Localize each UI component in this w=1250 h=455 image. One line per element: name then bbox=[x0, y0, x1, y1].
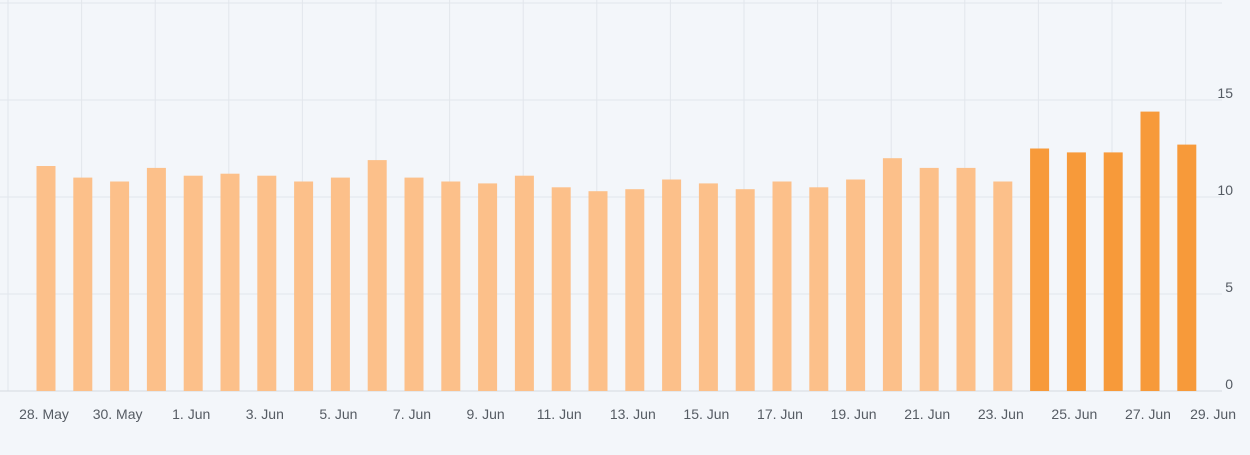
x-tick-label: 11. Jun bbox=[537, 406, 582, 422]
x-tick-label: 23. Jun bbox=[978, 406, 1024, 422]
bar-8-jun[interactable] bbox=[441, 181, 461, 392]
x-tick-label: 29. Jun bbox=[1190, 406, 1236, 422]
bar-19-jun[interactable] bbox=[846, 179, 866, 392]
x-tick-label: 3. Jun bbox=[246, 406, 284, 422]
bar-4-jun[interactable] bbox=[294, 181, 314, 392]
bar-22-jun[interactable] bbox=[956, 167, 976, 391]
bar-28-may[interactable] bbox=[36, 166, 56, 391]
bar-30-may[interactable] bbox=[110, 181, 130, 392]
x-tick-label: 21. Jun bbox=[904, 406, 950, 422]
bar-21-jun[interactable] bbox=[919, 167, 939, 391]
bar-5-jun[interactable] bbox=[330, 177, 350, 391]
bar-9-jun[interactable] bbox=[478, 183, 498, 391]
bar-13-jun[interactable] bbox=[625, 189, 645, 391]
x-tick-label: 30. May bbox=[93, 406, 143, 422]
bar-3-jun[interactable] bbox=[257, 175, 277, 391]
bar-26-jun[interactable] bbox=[1103, 152, 1123, 391]
x-tick-label: 25. Jun bbox=[1051, 406, 1097, 422]
x-tick-label: 7. Jun bbox=[393, 406, 431, 422]
x-tick-label: 9. Jun bbox=[467, 406, 505, 422]
bar-27-jun[interactable] bbox=[1140, 111, 1160, 391]
bar-1-jun[interactable] bbox=[183, 175, 203, 391]
bar-31-may[interactable] bbox=[146, 167, 166, 391]
bar-11-jun[interactable] bbox=[551, 187, 571, 391]
bar-17-jun[interactable] bbox=[772, 181, 792, 392]
x-tick-label: 15. Jun bbox=[683, 406, 729, 422]
bar-14-jun[interactable] bbox=[662, 179, 682, 392]
bar-24-jun[interactable] bbox=[1030, 148, 1050, 392]
bar-28-jun[interactable] bbox=[1177, 144, 1197, 391]
bar-25-jun[interactable] bbox=[1066, 152, 1086, 391]
bar-10-jun[interactable] bbox=[514, 175, 534, 391]
x-tick-label: 19. Jun bbox=[831, 406, 877, 422]
bar-6-jun[interactable] bbox=[367, 160, 387, 391]
bar-20-jun[interactable] bbox=[882, 158, 902, 391]
bar-15-jun[interactable] bbox=[698, 183, 718, 391]
x-axis-ticks: 28. May 30. May 1. Jun 3. Jun 5. Jun 7. Jun 9.… bbox=[19, 406, 1236, 422]
y-tick-label: 10 bbox=[1217, 182, 1233, 198]
x-tick-label: 17. Jun bbox=[757, 406, 803, 422]
bar-16-jun[interactable] bbox=[735, 189, 755, 391]
x-tick-label: 13. Jun bbox=[610, 406, 656, 422]
bar-29-may[interactable] bbox=[73, 177, 93, 391]
x-tick-label: 5. Jun bbox=[319, 406, 357, 422]
y-tick-label: 0 bbox=[1225, 376, 1233, 392]
y-tick-label: 5 bbox=[1225, 279, 1233, 295]
bar-12-jun[interactable] bbox=[588, 191, 608, 391]
bars-layer bbox=[36, 111, 1197, 392]
bar-23-jun[interactable] bbox=[993, 181, 1013, 392]
y-tick-label: 15 bbox=[1217, 85, 1233, 101]
bar-7-jun[interactable] bbox=[404, 177, 424, 391]
x-tick-label: 27. Jun bbox=[1125, 406, 1171, 422]
x-tick-label: 1. Jun bbox=[172, 406, 210, 422]
bar-18-jun[interactable] bbox=[809, 187, 829, 391]
y-axis-ticks: 0 5 10 15 bbox=[1217, 85, 1233, 392]
x-tick-label: 28. May bbox=[19, 406, 69, 422]
bar-2-jun[interactable] bbox=[220, 173, 240, 391]
